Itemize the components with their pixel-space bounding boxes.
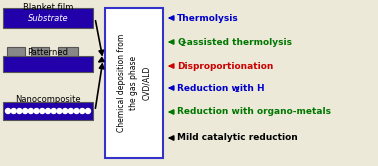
Text: O: O [177,38,185,46]
Bar [3,102,93,120]
Bar [3,8,93,28]
Circle shape [57,109,62,114]
Text: Substrate: Substrate [28,13,68,23]
Circle shape [17,109,22,114]
Text: Nanocomposite: Nanocomposite [15,95,81,104]
Text: Chemical deposition from
the gas phase
CVD/ALD: Chemical deposition from the gas phase C… [117,34,151,132]
Bar [58,47,78,56]
Text: 2: 2 [234,87,239,93]
Circle shape [45,109,51,114]
Text: -assisted thermolysis: -assisted thermolysis [183,38,292,46]
Circle shape [68,109,73,114]
Text: Thermolysis: Thermolysis [177,13,239,23]
Text: Reduction with organo-metals: Reduction with organo-metals [177,108,331,117]
Bar [105,8,163,158]
Circle shape [63,109,68,114]
Circle shape [11,109,16,114]
Circle shape [80,109,85,114]
Text: Mild catalytic reduction: Mild catalytic reduction [177,133,298,142]
Circle shape [51,109,56,114]
Circle shape [23,109,28,114]
Circle shape [40,109,45,114]
Circle shape [85,109,90,114]
Bar [7,47,25,56]
Circle shape [6,109,11,114]
Text: Blanket film: Blanket film [23,3,73,12]
Bar [31,47,49,56]
Circle shape [34,109,39,114]
Circle shape [74,109,79,114]
Text: Disproportionation: Disproportionation [177,61,273,71]
Text: Patterned: Patterned [28,48,68,57]
Circle shape [28,109,33,114]
Bar [3,56,93,72]
Text: Reduction with H: Reduction with H [177,83,265,92]
Text: 2: 2 [181,41,185,47]
